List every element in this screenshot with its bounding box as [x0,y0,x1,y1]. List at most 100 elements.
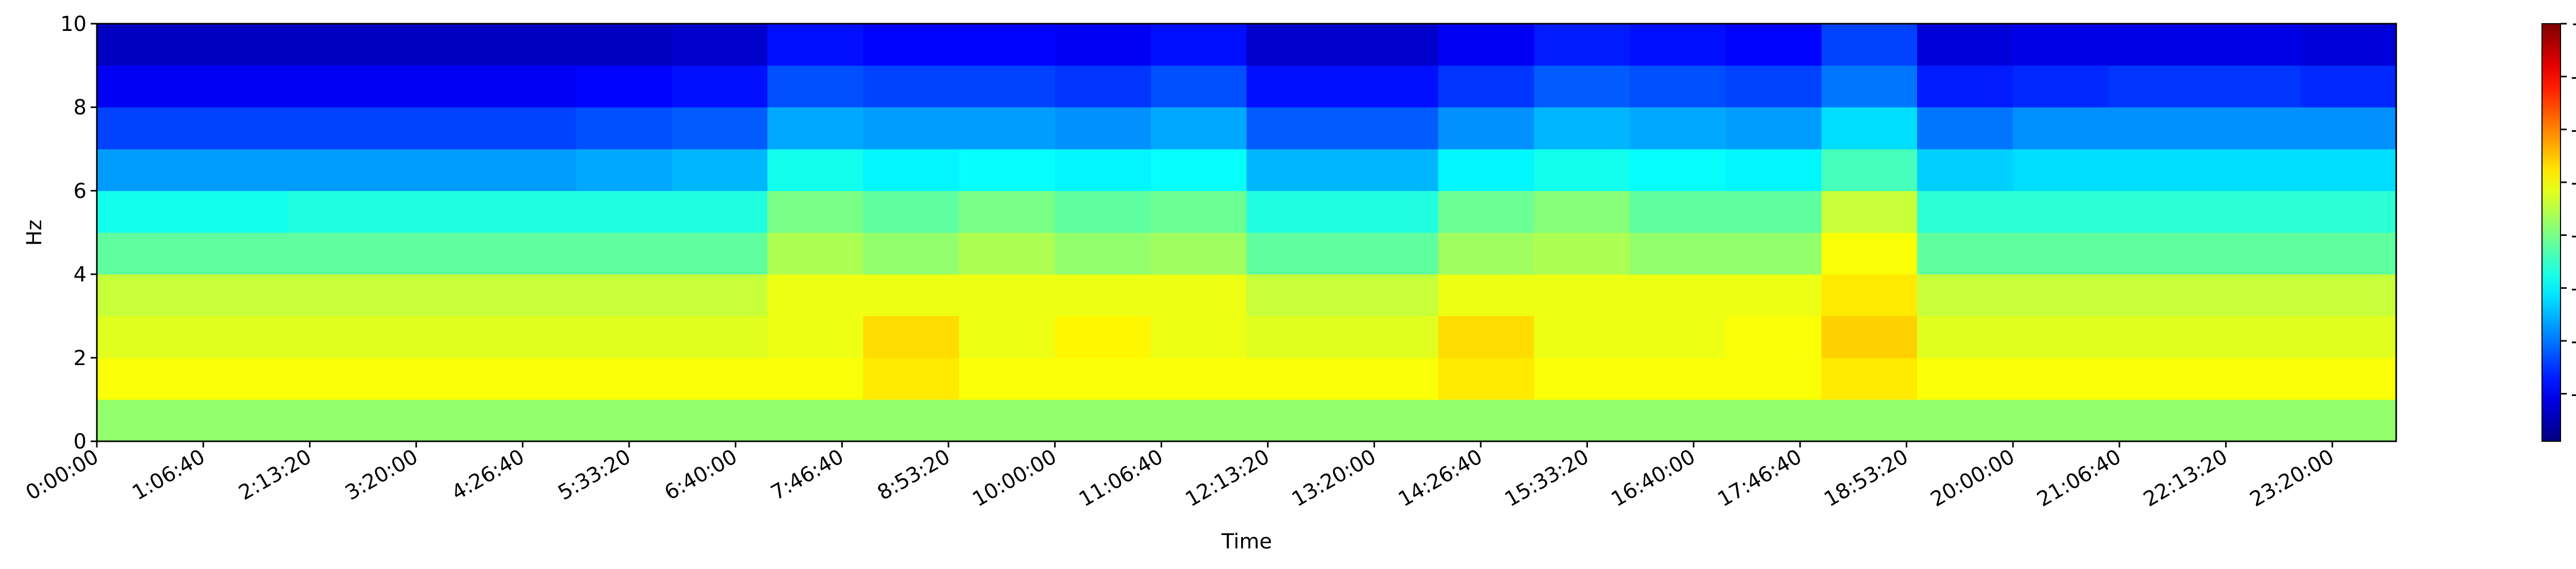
heatmap-cell [480,399,577,442]
heatmap-cell [2109,232,2205,275]
heatmap-cell [863,316,960,358]
heatmap-cell [959,274,1056,317]
heatmap-cell [2013,274,2109,317]
colorbar-tick-label: -40 dB [2571,224,2576,248]
heatmap-cell [480,274,577,317]
heatmap-cell [192,399,289,442]
heatmap-cell [1342,65,1438,108]
heatmap-cell [1630,107,1726,149]
heatmap-cell [1821,24,1918,66]
x-tick-label: 5:33:20 [554,445,635,505]
colorbar-tick-label: -10 dB [2571,65,2576,89]
heatmap-cell [1150,357,1247,400]
heatmap-cell [1055,107,1151,149]
heatmap-cell [2205,357,2301,400]
x-tick-label: 16:40:00 [1607,445,1700,512]
heatmap-cell [1342,24,1438,66]
heatmap-cell [1821,316,1918,358]
heatmap-cell [480,107,577,149]
heatmap-cell [2300,107,2397,149]
heatmap-cell [2300,316,2397,358]
heatmap-cell [863,191,960,233]
heatmap-cell [288,274,385,317]
heatmap-cell [2300,191,2397,233]
heatmap-cell [671,399,768,442]
heatmap-cell [384,316,481,358]
heatmap-cell [1342,232,1438,275]
y-tick-label: 8 [74,96,87,119]
heatmap-cell [2205,399,2301,442]
heatmap-cell [97,65,193,108]
heatmap-cell [192,149,289,191]
x-tick-label: 3:20:00 [341,445,422,505]
heatmap-cell [1630,24,1726,66]
heatmap-cell [1055,274,1151,317]
heatmap-cell [2109,65,2205,108]
heatmap-cell [1725,316,1822,358]
heatmap-cell [384,274,481,317]
heatmap-cell [288,24,385,66]
heatmap-cell [2205,274,2301,317]
heatmap-cell [97,232,193,275]
x-tick-label: 0:00:00 [22,445,103,505]
heatmap-cell [2109,191,2205,233]
heatmap-cell [2205,24,2301,66]
heatmap [97,24,2397,442]
heatmap-cell [384,232,481,275]
heatmap-cell [1534,24,1630,66]
heatmap-cell [2013,191,2109,233]
heatmap-cell [1055,191,1151,233]
heatmap-cell [767,65,864,108]
heatmap-cell [97,149,193,191]
heatmap-cell [671,274,768,317]
heatmap-cell [1438,274,1534,317]
heatmap-cell [1246,65,1343,108]
heatmap-cell [97,316,193,358]
heatmap-cell [2109,357,2205,400]
heatmap-cell [288,107,385,149]
heatmap-cell [288,232,385,275]
heatmap-cell [192,191,289,233]
colorbar-tick-label: -60 dB [2571,330,2576,353]
heatmap-cell [288,357,385,400]
heatmap-cell [671,24,768,66]
heatmap-cell [384,357,481,400]
heatmap-cell [767,149,864,191]
heatmap-cell [575,191,672,233]
heatmap-cell [2300,65,2397,108]
heatmap-cell [671,149,768,191]
heatmap-cell [1438,357,1534,400]
x-tick-label: 8:53:20 [873,445,954,505]
heatmap-cell [863,357,960,400]
heatmap-cell [384,149,481,191]
y-axis-label: Hz [23,219,46,246]
heatmap-cell [1342,399,1438,442]
heatmap-cell [1725,274,1822,317]
x-tick-label: 7:46:40 [767,445,848,505]
heatmap-cell [1438,107,1534,149]
heatmap-cell [2013,107,2109,149]
heatmap-cell [1342,274,1438,317]
heatmap-cell [1821,274,1918,317]
heatmap-cell [480,191,577,233]
heatmap-cell [384,65,481,108]
heatmap-cell [2013,65,2109,108]
heatmap-cell [671,191,768,233]
heatmap-cell [384,191,481,233]
y-tick-label: 6 [74,179,87,203]
heatmap-cell [1150,191,1247,233]
x-tick-label: 1:06:40 [128,445,209,505]
heatmap-cell [2300,399,2397,442]
heatmap-cell [671,107,768,149]
heatmap-cell [1246,149,1343,191]
heatmap-cell [1055,65,1151,108]
heatmap-cell [1630,232,1726,275]
x-tick-label: 17:46:40 [1714,445,1806,512]
colorbar [2541,23,2561,442]
heatmap-cell [2109,316,2205,358]
heatmap-cell [1821,191,1918,233]
heatmap-cell [1821,149,1918,191]
heatmap-cell [863,399,960,442]
heatmap-cell [1725,357,1822,400]
x-tick-label: 21:06:40 [2033,445,2125,512]
